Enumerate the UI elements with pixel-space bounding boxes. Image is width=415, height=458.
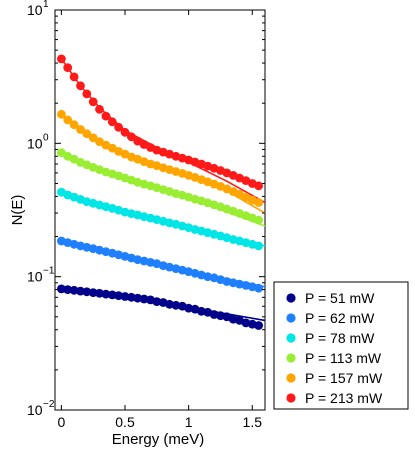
data-point [76, 81, 85, 91]
data-point [254, 181, 263, 191]
data-point [69, 72, 79, 82]
data-point [82, 89, 92, 99]
data-point [101, 111, 111, 121]
y-tick-label: 10 [27, 402, 43, 418]
data-point [69, 120, 79, 130]
x-tick-label: 1.5 [243, 414, 263, 430]
y-tick-exponent: 1 [43, 0, 49, 10]
data-point [63, 63, 73, 72]
data-point [82, 129, 92, 139]
data-point [95, 288, 104, 298]
data-point [254, 215, 263, 225]
data-point [63, 115, 73, 125]
legend-marker-1 [286, 293, 296, 303]
y-tick-label: 10 [27, 135, 43, 151]
y-tick-exponent: 0 [43, 132, 49, 143]
data-points [57, 54, 263, 330]
data-point [95, 104, 104, 114]
data-point [63, 285, 73, 294]
data-point [126, 132, 136, 142]
y-tick-exponent: −2 [43, 399, 55, 410]
y-axis-label: N(E) [9, 195, 26, 226]
data-point [114, 122, 123, 132]
data-point [76, 125, 85, 134]
legend-label-3: P = 78 mW [305, 330, 375, 346]
x-tick-label: 0 [57, 414, 65, 430]
legend-label-5: P = 157 mW [305, 370, 383, 386]
legend-label-6: P = 213 mW [305, 390, 383, 406]
x-tick-label: 0.5 [115, 414, 135, 430]
legend-marker-5 [286, 373, 296, 383]
data-point [82, 287, 92, 297]
data-point [101, 289, 111, 299]
data-point [254, 198, 263, 207]
data-point [254, 321, 263, 330]
data-point [88, 97, 98, 107]
data-point [133, 293, 143, 303]
y-tick-label: 10 [27, 269, 43, 285]
data-point [254, 283, 263, 293]
legend-box [273, 281, 409, 410]
data-point [114, 291, 123, 301]
data-point [88, 133, 98, 143]
x-axis-label: Energy (meV) [112, 431, 205, 448]
data-point [107, 117, 117, 127]
data-point [69, 285, 79, 295]
legend-marker-3 [286, 333, 296, 343]
legend-label-4: P = 113 mW [305, 350, 382, 366]
legend-label-2: P = 62 mW [305, 310, 375, 326]
data-point [120, 127, 130, 137]
x-tick-label: 1 [185, 414, 193, 430]
legend-marker-2 [286, 313, 296, 323]
data-point [57, 54, 66, 64]
y-tick-label: 10 [27, 2, 43, 18]
legend-marker-4 [286, 353, 296, 363]
legend-marker-6 [286, 393, 296, 403]
legend-label-1: P = 51 mW [305, 290, 375, 306]
data-point [57, 109, 66, 119]
data-point [254, 241, 263, 251]
y-tick-exponent: −1 [43, 266, 55, 277]
legend: P = 51 mW P = 62 mW P = 78 mW P = 113 mW P =… [273, 281, 409, 410]
data-point [120, 292, 130, 301]
